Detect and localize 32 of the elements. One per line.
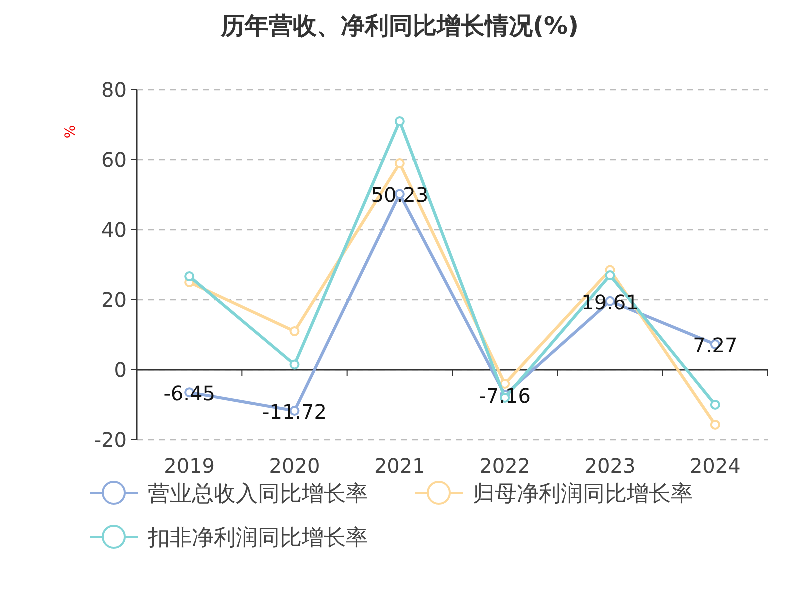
legend-label: 营业总收入同比增长率	[148, 482, 368, 507]
data-label: -6.45	[164, 382, 216, 406]
data-label: -11.72	[262, 400, 327, 424]
data-label: 7.27	[693, 334, 738, 358]
data-label: 19.61	[582, 290, 639, 314]
data-label: -7.16	[479, 384, 531, 408]
point	[710, 400, 720, 410]
point	[290, 326, 300, 336]
chart-title: 历年营收、净利同比增长情况(%)	[220, 12, 579, 40]
point	[394, 116, 405, 126]
x-tick-label: 2024	[690, 454, 741, 478]
point	[184, 272, 195, 282]
y-tick-label: 80	[102, 78, 127, 102]
x-tick-label: 2020	[269, 454, 320, 478]
data-label: 50.23	[371, 183, 429, 208]
x-tick-label: 2021	[374, 454, 426, 478]
y-tick-label: 40	[102, 218, 127, 242]
point	[710, 420, 720, 430]
legend-label: 归母净利润同比增长率	[473, 482, 693, 507]
point	[394, 158, 405, 168]
y-tick-label: -20	[94, 428, 127, 452]
point	[290, 360, 300, 370]
x-tick-label: 2023	[584, 454, 636, 478]
point	[500, 379, 510, 389]
x-tick-label: 2019	[164, 454, 216, 478]
y-tick-label: 20	[102, 288, 127, 312]
y-axis-title: %	[63, 125, 79, 139]
x-tick-label: 2022	[480, 454, 531, 478]
point	[605, 270, 616, 280]
legend-label: 扣非净利润同比增长率	[147, 526, 368, 551]
y-tick-label: 0	[114, 358, 127, 382]
y-tick-label: 60	[102, 148, 127, 172]
